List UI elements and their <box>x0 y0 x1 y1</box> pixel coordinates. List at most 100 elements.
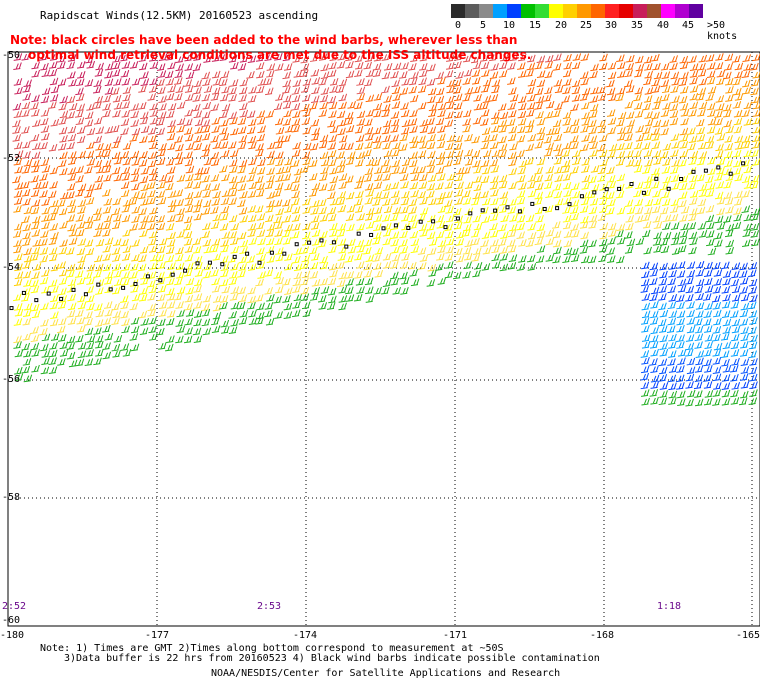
wind-barb <box>275 247 284 255</box>
wind-barb <box>86 263 96 272</box>
wind-barb <box>651 181 660 189</box>
wind-barb <box>534 61 543 70</box>
wind-barb <box>408 214 417 223</box>
wind-barb <box>481 263 491 271</box>
wind-barb <box>598 149 608 158</box>
wind-barb <box>480 239 489 248</box>
wind-barb <box>149 253 159 262</box>
quality-flag-marker <box>319 238 324 243</box>
wind-barb <box>399 246 409 254</box>
wind-barb <box>580 77 589 86</box>
quality-flag-marker <box>579 194 584 199</box>
wind-barb <box>13 222 23 231</box>
wind-barb <box>30 133 40 142</box>
wind-barb <box>363 238 373 247</box>
wind-barb <box>265 87 274 96</box>
wind-barb <box>111 207 121 216</box>
wind-barb <box>689 70 699 78</box>
wind-barb <box>697 198 707 207</box>
wind-barb <box>454 110 463 119</box>
wind-barb <box>49 349 58 358</box>
wind-barb <box>562 69 572 78</box>
wind-barb <box>660 79 670 88</box>
wind-barb <box>32 142 41 150</box>
wind-barb <box>499 198 508 206</box>
wind-barb <box>446 79 455 88</box>
wind-barb <box>59 151 68 160</box>
wind-barb <box>721 300 731 309</box>
wind-barb <box>740 326 749 335</box>
wind-barb <box>31 246 41 255</box>
wind-barb <box>480 190 489 199</box>
wind-barb <box>212 303 222 312</box>
wind-barb <box>129 333 139 341</box>
wind-barb <box>490 116 500 125</box>
quality-flag-marker <box>282 251 287 256</box>
wind-barb <box>238 159 248 168</box>
wind-barb <box>12 119 21 128</box>
wind-barb <box>373 231 382 240</box>
wind-barb <box>174 189 184 197</box>
wind-barb <box>650 286 660 295</box>
wind-barb <box>311 86 320 95</box>
wind-barb <box>400 197 410 206</box>
wind-barb <box>31 61 40 70</box>
wind-barb <box>471 149 481 158</box>
wind-barb <box>561 159 571 168</box>
wind-barb <box>165 110 175 119</box>
wind-barb <box>120 127 129 136</box>
wind-barb <box>499 111 509 120</box>
wind-barb <box>677 398 686 406</box>
wind-barb <box>318 198 327 207</box>
wind-barb <box>112 197 122 206</box>
wind-barb <box>643 149 653 158</box>
wind-barb <box>410 173 420 182</box>
wind-barb <box>579 205 589 214</box>
wind-barb <box>248 157 257 166</box>
wind-barb <box>435 214 445 223</box>
wind-barb <box>338 101 347 110</box>
wind-barb <box>535 95 545 104</box>
wind-barb <box>327 277 337 286</box>
wind-barb <box>201 132 211 141</box>
wind-barb <box>509 94 519 102</box>
quality-flag-marker <box>59 296 64 301</box>
wind-barb <box>490 63 499 71</box>
wind-barb <box>730 373 739 382</box>
wind-barb <box>617 61 626 70</box>
wind-barb <box>102 253 111 262</box>
wind-barb <box>256 182 265 191</box>
wind-barb <box>83 271 93 280</box>
wind-barb <box>309 142 319 151</box>
wind-barb <box>211 238 221 246</box>
wind-barb <box>382 198 391 206</box>
wind-barb <box>130 103 139 111</box>
wind-barb <box>220 319 230 328</box>
wind-barb <box>336 151 345 159</box>
wind-barb <box>202 270 212 279</box>
wind-barb <box>112 109 121 118</box>
wind-barb <box>212 253 222 261</box>
wind-barb <box>580 143 589 152</box>
wind-barb <box>652 119 662 128</box>
wind-barb <box>176 325 186 334</box>
wind-barb <box>128 197 138 205</box>
wind-barb <box>689 190 699 198</box>
legend-label-10: 10 <box>503 20 516 31</box>
wind-barb <box>748 350 757 359</box>
wind-barb <box>742 79 751 88</box>
wind-barb <box>282 295 291 303</box>
wind-barb <box>301 254 311 263</box>
wind-barb <box>129 271 138 279</box>
wind-barb <box>678 182 688 191</box>
wind-barb <box>694 325 704 334</box>
wind-barb <box>77 199 87 207</box>
wind-barb <box>275 126 285 135</box>
wind-barb <box>354 69 363 77</box>
wind-barb <box>615 229 624 238</box>
wind-barb <box>239 239 249 248</box>
quality-flag-marker <box>691 169 696 174</box>
wind-barb <box>616 142 625 151</box>
wind-barb <box>155 254 165 262</box>
wind-barb <box>237 126 247 134</box>
